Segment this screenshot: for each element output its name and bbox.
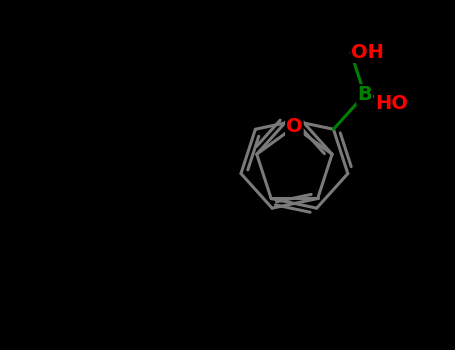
Text: O: O xyxy=(286,117,303,136)
Text: B: B xyxy=(357,85,372,104)
Text: HO: HO xyxy=(375,94,408,113)
Text: OH: OH xyxy=(351,43,384,62)
